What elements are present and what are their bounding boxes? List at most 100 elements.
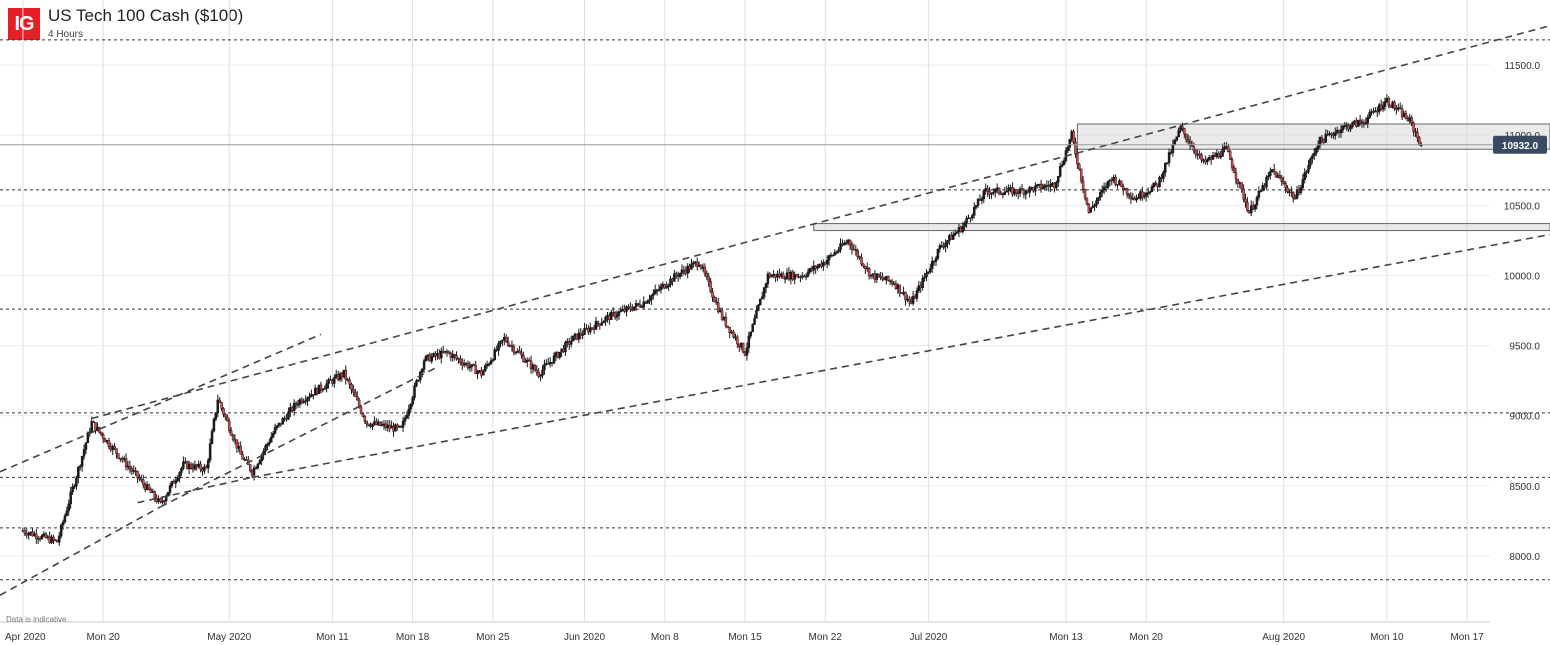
x-tick-label: Apr 2020	[5, 632, 46, 643]
candle-body	[411, 397, 414, 405]
candle-body	[944, 243, 947, 248]
candle-body	[615, 315, 619, 318]
candle-body	[753, 318, 756, 325]
candle-body	[178, 472, 181, 479]
candle-body	[705, 273, 709, 278]
candle-body	[472, 364, 475, 366]
trendlines	[0, 24, 1550, 596]
candle-body	[552, 355, 556, 364]
candle-body	[1045, 184, 1049, 187]
candle-body	[1284, 183, 1287, 189]
candle-body	[1169, 152, 1173, 154]
candle-body	[1102, 186, 1106, 191]
candle-body	[781, 273, 785, 279]
candle-body	[459, 358, 462, 363]
candle-body	[1095, 200, 1098, 206]
candle-body	[355, 396, 359, 401]
candle-body	[1181, 126, 1184, 129]
candle-body	[1100, 189, 1104, 193]
candle-body	[271, 432, 275, 438]
candle-body	[163, 500, 166, 502]
candle-body	[371, 423, 374, 427]
candle-body	[348, 379, 351, 385]
candle-body	[413, 385, 416, 398]
candle-body	[229, 430, 233, 436]
candle-body	[617, 311, 621, 316]
candle-body	[533, 365, 537, 371]
candle-body	[982, 190, 986, 200]
candle-body	[262, 450, 265, 456]
candle-body	[405, 415, 409, 419]
x-tick-label: May 2020	[207, 632, 251, 643]
candle-body	[482, 370, 485, 376]
candle-body	[1116, 184, 1119, 186]
candle-body	[715, 301, 718, 304]
candle-body	[934, 258, 938, 262]
candle-body	[1307, 165, 1310, 172]
price-zone	[1076, 123, 1550, 150]
candle-body	[61, 521, 65, 526]
candle-body	[1228, 151, 1232, 160]
candle-body	[1255, 197, 1259, 206]
candle-body	[107, 440, 111, 447]
candles	[21, 94, 1423, 546]
candle-body	[1154, 182, 1157, 185]
candle-body	[856, 250, 859, 257]
candle-body	[1127, 193, 1131, 197]
candle-body	[930, 260, 934, 269]
candle-body	[422, 360, 426, 370]
candle-body	[394, 424, 397, 432]
candle-body	[1034, 185, 1037, 192]
candle-body	[760, 296, 764, 300]
candle-body	[417, 379, 420, 382]
candle-body	[252, 467, 256, 476]
candle-body	[692, 262, 695, 265]
candle-body	[888, 280, 892, 282]
candle-body	[210, 430, 214, 444]
candle-body	[142, 479, 145, 485]
candle-body	[1334, 132, 1337, 136]
candle-body	[189, 463, 193, 469]
candle-body	[38, 538, 42, 540]
candle-body	[833, 252, 837, 256]
trendline	[0, 333, 322, 473]
candle-body	[703, 266, 707, 274]
candle-body	[1339, 129, 1343, 134]
candle-body	[174, 480, 177, 484]
candle-body	[837, 249, 840, 253]
candle-body	[273, 427, 277, 434]
candle-body	[321, 389, 325, 391]
candle-body	[147, 484, 151, 490]
candle-body	[646, 300, 649, 304]
candle-body	[208, 443, 212, 461]
candle-body	[759, 298, 762, 306]
candle-body	[854, 249, 858, 251]
candle-body	[499, 340, 502, 344]
candle-body	[1093, 204, 1096, 207]
candle-body	[1005, 190, 1008, 193]
candle-body	[1286, 187, 1289, 193]
candle-body	[527, 359, 531, 362]
candle-body	[1015, 189, 1018, 193]
candle-body	[101, 434, 105, 440]
candle-body	[474, 365, 477, 375]
candle-body	[1177, 130, 1180, 138]
candle-body	[424, 355, 428, 361]
candle-body	[40, 535, 44, 539]
candle-body	[325, 383, 328, 389]
candle-body	[762, 287, 766, 298]
candle-body	[1028, 186, 1031, 193]
candle-body	[1301, 179, 1305, 188]
candle-body	[270, 436, 273, 443]
candle-body	[52, 536, 55, 541]
candle-body	[749, 331, 752, 337]
candle-body	[1324, 133, 1327, 143]
candle-body	[1278, 175, 1282, 179]
candle-body	[329, 379, 332, 381]
candle-body	[940, 245, 944, 247]
candle-body	[206, 459, 210, 469]
candle-body	[711, 291, 714, 298]
candle-body	[543, 364, 546, 371]
candle-body	[594, 321, 598, 330]
